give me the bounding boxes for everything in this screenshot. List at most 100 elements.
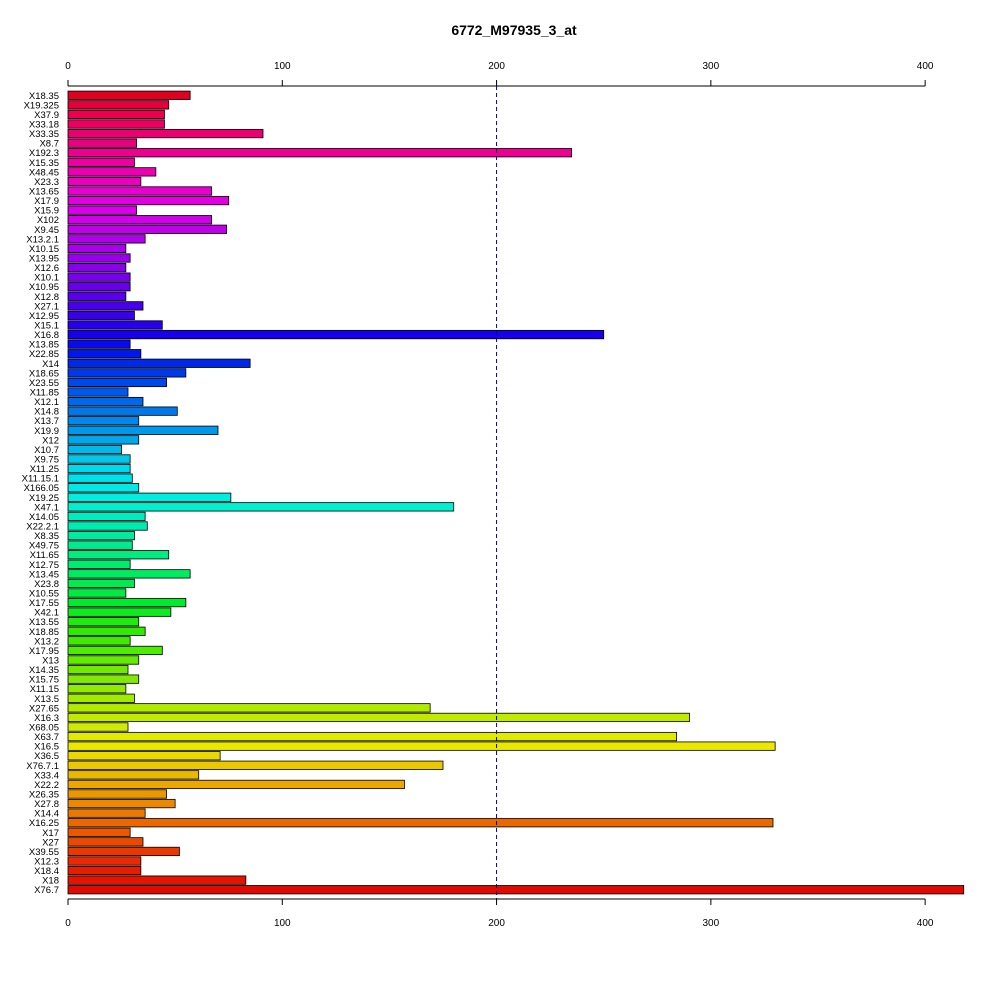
category-label: X18.85 xyxy=(29,627,59,638)
bar xyxy=(67,473,133,483)
category-label: X13.7 xyxy=(34,416,59,427)
bar xyxy=(67,731,677,742)
bar xyxy=(67,195,230,206)
category-label: X8.7 xyxy=(39,139,59,150)
bar xyxy=(67,109,165,120)
bottom-tick-label: 200 xyxy=(488,918,505,929)
category-label: X13.2 xyxy=(34,636,59,647)
bar xyxy=(67,741,776,751)
bar xyxy=(67,559,131,569)
bar xyxy=(67,483,140,493)
category-label: X15.1 xyxy=(34,321,59,332)
chart-title: 6772_M97935_3_at xyxy=(451,22,577,38)
category-label: X33.35 xyxy=(29,129,59,140)
category-label: X26.35 xyxy=(29,790,59,801)
category-label: X14.35 xyxy=(29,665,59,676)
bar xyxy=(67,597,187,608)
category-label: X12.95 xyxy=(29,311,59,322)
category-label: X27.8 xyxy=(34,799,59,810)
category-label: X15.75 xyxy=(29,675,59,686)
bar xyxy=(67,626,146,636)
category-label: X18.4 xyxy=(34,866,59,877)
category-label: X18 xyxy=(42,876,59,887)
bar xyxy=(67,779,405,790)
category-label: X14.05 xyxy=(29,512,59,523)
category-label: X22.2 xyxy=(34,780,59,791)
category-label: X33.4 xyxy=(34,770,59,781)
category-label: X14.8 xyxy=(34,407,59,418)
bar xyxy=(67,262,127,273)
bar xyxy=(67,396,144,407)
category-label: X19.25 xyxy=(29,493,59,504)
category-label: X48.45 xyxy=(29,167,59,178)
bar xyxy=(67,492,232,502)
bar xyxy=(67,674,140,684)
category-label: X13 xyxy=(42,656,59,667)
bar xyxy=(67,846,180,857)
top-tick-label: 400 xyxy=(917,61,934,72)
category-label: X23.55 xyxy=(29,378,59,389)
category-label: X14 xyxy=(42,359,59,370)
bar xyxy=(67,90,191,100)
bar xyxy=(67,282,131,292)
category-label: X42.1 xyxy=(34,608,59,619)
bottom-tick-label: 400 xyxy=(917,918,934,929)
category-label: X11.65 xyxy=(30,550,59,561)
bar xyxy=(67,329,605,340)
category-label: X12.8 xyxy=(34,292,59,303)
category-label: X27.1 xyxy=(34,301,59,312)
bar xyxy=(67,684,127,694)
bar xyxy=(67,176,142,187)
top-tick-label: 100 xyxy=(274,61,291,72)
category-label: X37.9 xyxy=(34,110,59,121)
category-label: X10.7 xyxy=(34,445,59,456)
category-label: X18.35 xyxy=(29,91,59,102)
bar xyxy=(67,550,170,560)
category-label: X19.325 xyxy=(24,100,59,111)
bar xyxy=(67,301,144,311)
bar xyxy=(67,272,131,282)
category-label: X10.55 xyxy=(29,589,59,600)
bar xyxy=(67,712,690,723)
category-label: X11.85 xyxy=(30,388,59,399)
category-label: X12.6 xyxy=(34,263,59,274)
category-label: X23.8 xyxy=(34,579,59,590)
category-label: X11.25 xyxy=(30,464,59,475)
bar xyxy=(67,760,444,770)
bar xyxy=(67,387,129,397)
bar xyxy=(67,186,212,196)
category-label: X23.3 xyxy=(34,177,59,188)
category-label: X17.95 xyxy=(29,646,59,657)
bar xyxy=(67,368,187,378)
bar xyxy=(67,636,131,646)
bar xyxy=(67,100,170,110)
category-label: X13.2.1 xyxy=(26,234,59,245)
bar xyxy=(67,167,157,177)
bar xyxy=(67,578,135,589)
top-tick-label: 0 xyxy=(65,61,71,72)
category-label: X16.8 xyxy=(34,330,59,341)
category-label: X76.7 xyxy=(34,885,59,896)
bar xyxy=(67,885,965,895)
category-label: X10.1 xyxy=(34,273,59,284)
category-label: X13.55 xyxy=(29,617,59,628)
category-label: X22.85 xyxy=(29,349,59,360)
bar xyxy=(67,138,137,148)
category-label: X16.25 xyxy=(29,818,59,829)
bar xyxy=(67,349,142,359)
category-label: X19.9 xyxy=(34,426,59,437)
category-label: X8.35 xyxy=(34,531,59,542)
bar xyxy=(67,205,137,215)
top-tick-label: 200 xyxy=(488,61,505,72)
category-label: X12 xyxy=(42,435,59,446)
bar xyxy=(67,502,455,512)
bar xyxy=(67,770,200,780)
bar xyxy=(67,416,140,426)
bar xyxy=(67,215,212,225)
category-label: X68.05 xyxy=(29,723,59,734)
top-tick-label: 300 xyxy=(703,61,720,72)
bar xyxy=(67,540,133,550)
category-label: X16.3 xyxy=(34,713,59,724)
bar xyxy=(67,655,140,665)
bottom-tick-label: 100 xyxy=(274,918,291,929)
